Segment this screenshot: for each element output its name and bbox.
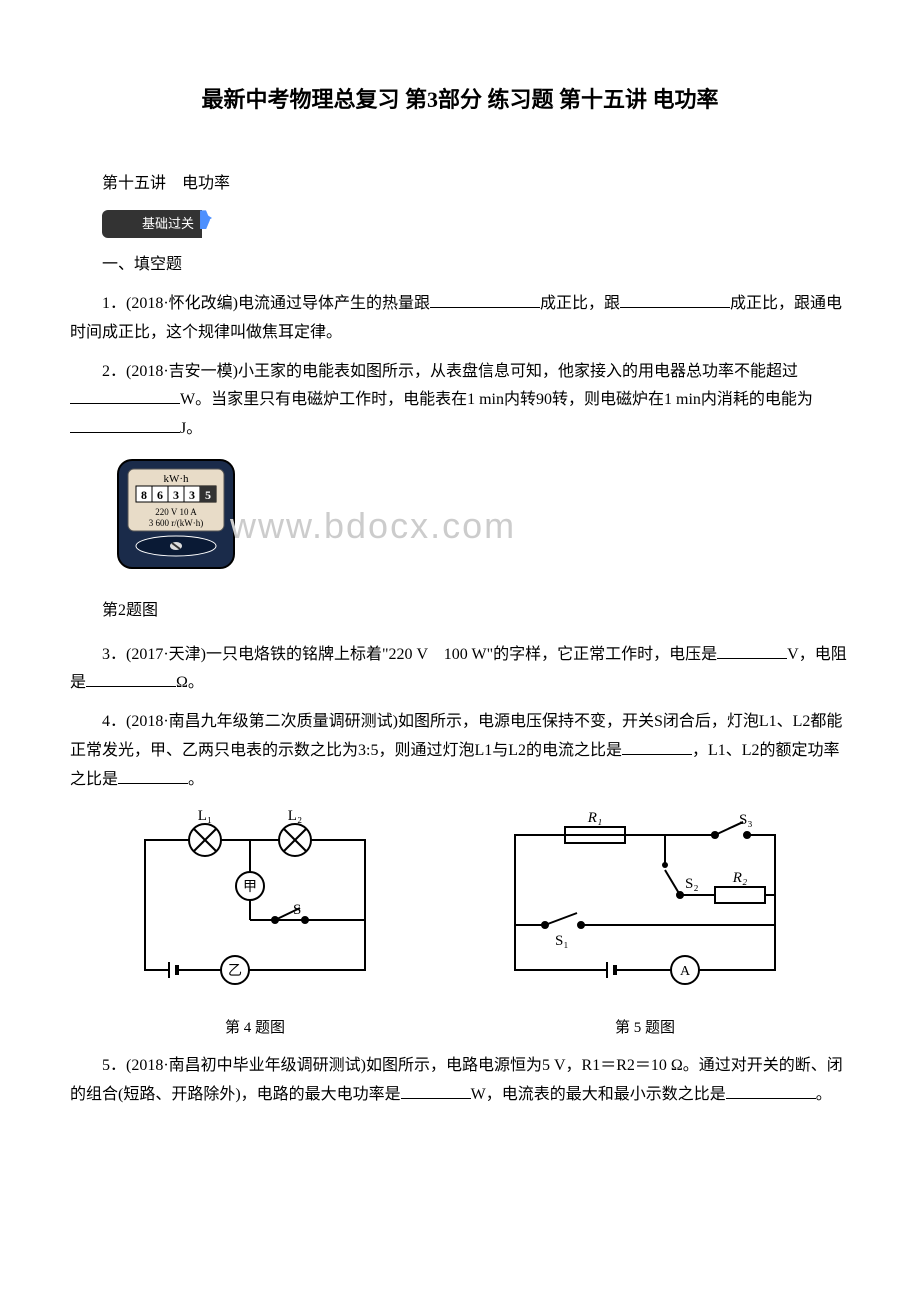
q2-prefix: 2．(2018·吉安一模)小王家的电能表如图所示，从表盘信息可知，他家接入的用电… <box>102 363 798 380</box>
q5-blank1 <box>401 1082 471 1099</box>
q2-suffix: J。 <box>180 420 202 437</box>
circuit-4: L₁ L₂ 甲 S 乙 第 4 题图 <box>115 810 395 1043</box>
label-jia: 甲 <box>243 880 257 895</box>
label-R1: R₁ <box>587 810 602 826</box>
q5-mid1: W，电流表的最大和最小示数之比是 <box>471 1086 726 1103</box>
q3-blank1 <box>717 642 787 659</box>
question-4: 4．(2018·南昌九年级第二次质量调研测试)如图所示，电源电压保持不变，开关S… <box>70 708 850 794</box>
label-S2: S₂ <box>685 876 699 892</box>
energy-meter-svg: kW·h 8 6 3 3 5 220 V 10 A 3 600 r/(kW·h) <box>110 454 250 584</box>
caption-4: 第 4 题图 <box>115 1015 395 1042</box>
q1-blank1 <box>430 291 540 308</box>
svg-text:3: 3 <box>173 488 179 502</box>
svg-text:5: 5 <box>205 488 211 502</box>
q5-blank2 <box>726 1082 816 1099</box>
label-A: A <box>680 964 691 979</box>
svg-text:6: 6 <box>157 488 163 502</box>
circuit-5: R₁ R₂ S₃ S₂ S₁ A 第 5 题图 <box>485 810 805 1043</box>
q3-blank2 <box>86 670 176 687</box>
meter-spec2: 3 600 r/(kW·h) <box>149 518 203 528</box>
svg-text:3: 3 <box>189 488 195 502</box>
q3-prefix: 3．(2017·天津)一只电烙铁的铭牌上标着"220 V 100 W"的字样，它… <box>102 646 717 663</box>
meter-spec1: 220 V 10 A <box>155 507 197 517</box>
q1-mid1: 成正比，跟 <box>540 295 620 312</box>
watermark-text: www.bdocx.com <box>230 494 516 559</box>
q2-blank2 <box>70 416 180 433</box>
basics-badge: 基础过关 <box>102 210 202 237</box>
q1-blank2 <box>620 291 730 308</box>
caption-2: 第2题图 <box>70 597 850 626</box>
question-2: 2．(2018·吉安一模)小王家的电能表如图所示，从表盘信息可知，他家接入的用电… <box>70 358 850 444</box>
label-S1: S₁ <box>555 933 569 949</box>
q3-suffix: Ω。 <box>176 674 204 691</box>
q2-blank1 <box>70 387 180 404</box>
q2-mid1: W。当家里只有电磁炉工作时，电能表在1 min内转90转，则电磁炉在1 min内… <box>180 391 813 408</box>
question-5: 5．(2018·南昌初中毕业年级调研测试)如图所示，电路电源恒为5 V，R1＝R… <box>70 1052 850 1110</box>
svg-text:8: 8 <box>141 488 147 502</box>
label-L1: L₁ <box>198 810 212 824</box>
label-L2: L₂ <box>288 810 302 824</box>
meter-figure: www.bdocx.com kW·h 8 6 3 3 5 220 V 10 A … <box>110 454 850 595</box>
caption-5: 第 5 题图 <box>485 1015 805 1042</box>
circuit-4-svg: L₁ L₂ 甲 S 乙 <box>115 810 395 1000</box>
label-S3: S₃ <box>739 812 753 828</box>
label-R2: R₂ <box>732 870 747 886</box>
section-heading: 一、填空题 <box>70 251 850 280</box>
figures-4-5: L₁ L₂ 甲 S 乙 第 4 题图 <box>70 810 850 1043</box>
q1-prefix: 1．(2018·怀化改编)电流通过导体产生的热量跟 <box>102 295 430 312</box>
meter-unit: kW·h <box>163 473 189 485</box>
q4-suffix: 。 <box>188 771 204 788</box>
question-3: 3．(2017·天津)一只电烙铁的铭牌上标着"220 V 100 W"的字样，它… <box>70 641 850 699</box>
subtitle: 第十五讲 电功率 <box>70 170 850 199</box>
page-title: 最新中考物理总复习 第3部分 练习题 第十五讲 电功率 <box>70 80 850 120</box>
label-yi: 乙 <box>228 963 242 979</box>
q4-blank1 <box>622 738 692 755</box>
q5-suffix: 。 <box>816 1086 832 1103</box>
question-1: 1．(2018·怀化改编)电流通过导体产生的热量跟成正比，跟成正比，跟通电时间成… <box>70 290 850 348</box>
circuit-5-svg: R₁ R₂ S₃ S₂ S₁ A <box>485 810 805 1000</box>
badge-row: 基础过关 <box>70 210 850 239</box>
label-S: S <box>293 902 301 918</box>
q4-blank2 <box>118 767 188 784</box>
